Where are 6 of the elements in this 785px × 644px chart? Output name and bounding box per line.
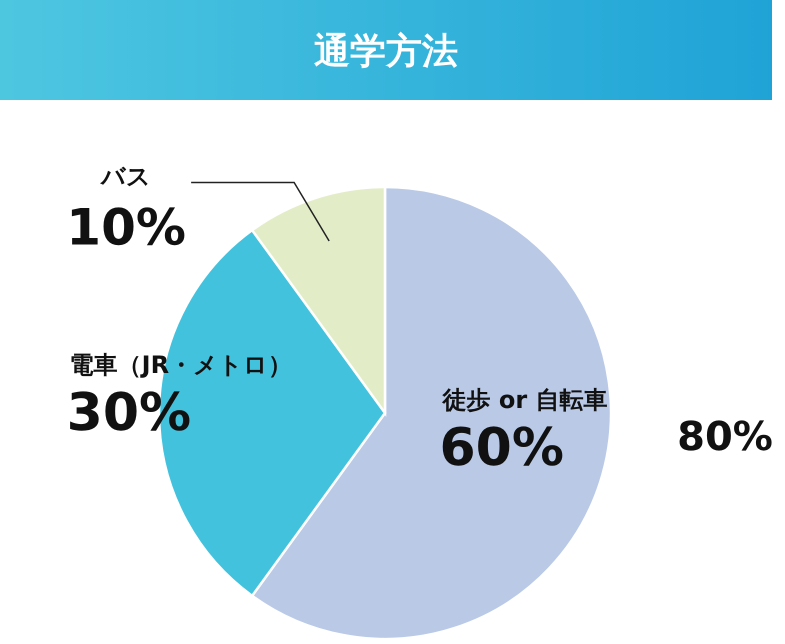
title: 通学方法 (314, 31, 458, 72)
annotation: 80% (677, 414, 773, 460)
category-label: 徒歩 or 自転車 (442, 386, 608, 414)
value-label: 60% (439, 418, 564, 478)
category-label: バス (101, 162, 152, 190)
value-label: 10% (66, 198, 186, 256)
